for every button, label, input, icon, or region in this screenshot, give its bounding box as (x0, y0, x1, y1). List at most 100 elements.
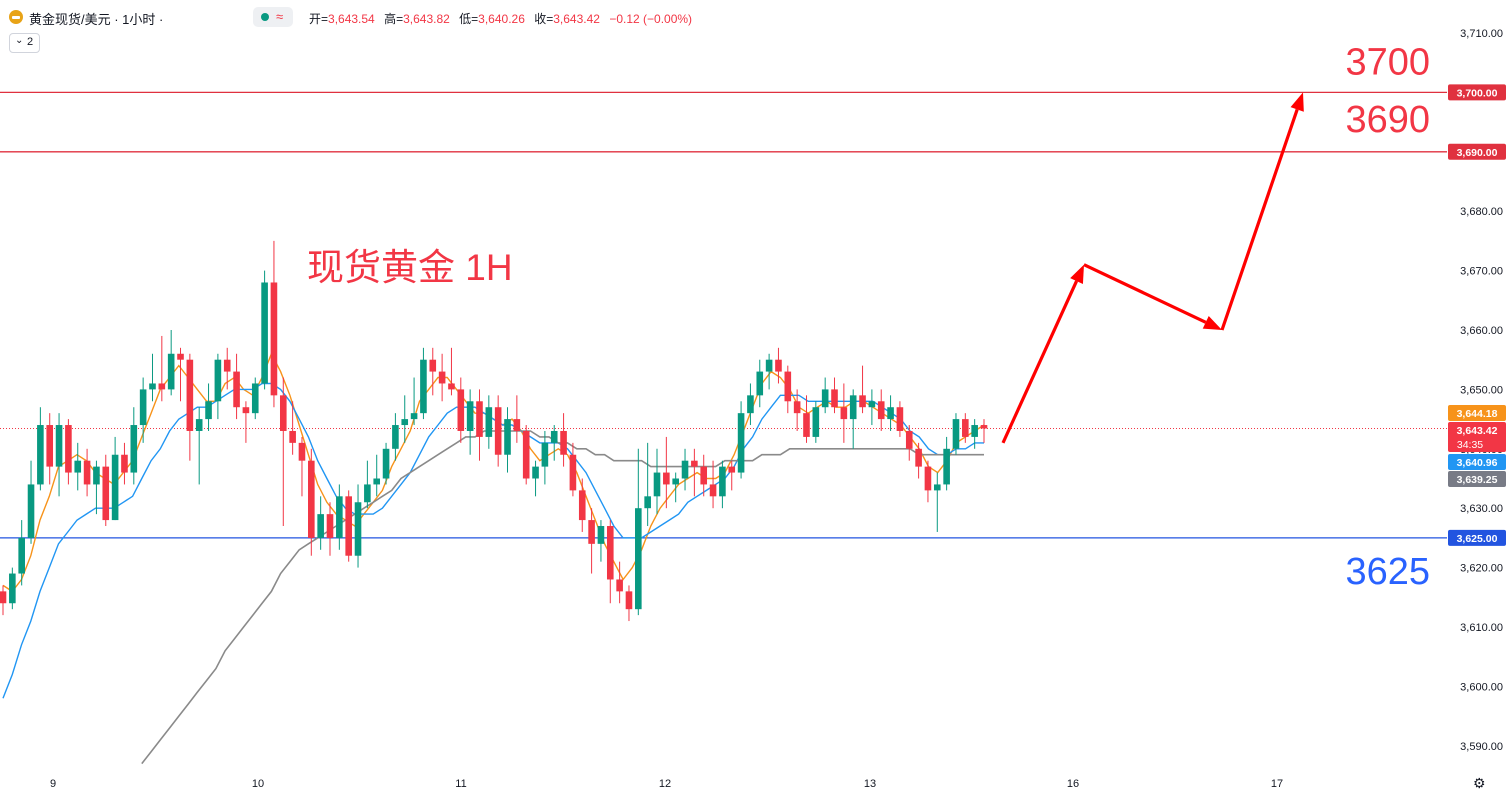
candle (448, 347, 455, 396)
x-tick-label: 17 (1271, 778, 1283, 790)
last-price-badge: 3,643.42 34:35 (1448, 422, 1506, 452)
candle-body (121, 454, 128, 473)
candle-body (438, 371, 446, 384)
candle (392, 413, 399, 461)
candle (345, 490, 352, 562)
candle-body (83, 460, 91, 485)
moving-averages (2, 352, 985, 765)
axis-badge-bg (1448, 84, 1506, 101)
candle-body (336, 496, 343, 538)
candle (223, 347, 231, 390)
candle (635, 448, 642, 616)
open-value: 3,643.54 (328, 12, 375, 26)
candle-body (251, 383, 259, 414)
candle-body (326, 514, 334, 538)
candle-body (354, 502, 362, 556)
candle (980, 419, 988, 443)
ohlc-readout: 开=3,643.54 高=3,643.82 低=3,640.26 收=3,643… (309, 10, 698, 27)
candle-body (130, 425, 138, 473)
candle-body (233, 371, 240, 408)
candle-body (905, 430, 913, 449)
candle-body (139, 389, 147, 426)
projection-arrow-shaft (1220, 108, 1299, 331)
level-labels: 3700 3690 3625 (1345, 41, 1430, 593)
candle (915, 442, 922, 479)
x-tick-label: 10 (252, 778, 264, 790)
candle-body (466, 401, 474, 431)
price-badge-text: 3,644.18 (1457, 408, 1498, 420)
candle (167, 330, 175, 396)
close-value: 3,643.42 (553, 12, 600, 26)
candle (532, 460, 539, 497)
candle-body (279, 395, 287, 431)
candle-body (46, 425, 54, 467)
candlesticks (0, 240, 988, 622)
moving-average-ma_mid (2, 382, 984, 699)
time-axis: 9 10 11 12 13 16 17 (50, 778, 1283, 790)
candle (270, 240, 278, 408)
candle (139, 377, 147, 443)
candle-body (9, 573, 16, 604)
candle (55, 413, 63, 497)
countdown-text: 34:35 (1457, 439, 1483, 451)
chart-title: 现货黄金 1H (307, 247, 513, 288)
candle (438, 353, 446, 402)
candle (373, 454, 381, 497)
projection-arrows (1001, 92, 1304, 444)
candle (700, 454, 708, 497)
candle (588, 508, 595, 574)
candle (653, 448, 661, 515)
candle (158, 335, 166, 402)
candle-body (943, 448, 950, 485)
y-tick-label: 3,710.00 (1460, 28, 1503, 40)
candle-body (980, 425, 988, 429)
candle (279, 377, 287, 527)
candle (149, 353, 156, 402)
candle (401, 395, 409, 443)
candle (261, 270, 268, 390)
candle-body (504, 419, 511, 455)
candle (952, 413, 960, 455)
price-badge-bg (1448, 471, 1506, 487)
collapse-indicators-button[interactable]: ⌄ 2 (9, 33, 40, 53)
indicator-toggle[interactable]: ≈ (253, 7, 293, 27)
candle-body (345, 496, 352, 556)
price-badge-bg (1448, 454, 1506, 470)
ma-mid-price-badge: 3,640.96 (1448, 454, 1506, 470)
candle (354, 484, 362, 568)
candle-body (0, 591, 7, 604)
candle-body (933, 484, 941, 491)
candle-body (625, 591, 633, 610)
candle (644, 442, 651, 527)
settings-icon[interactable]: ⚙ (1473, 775, 1486, 791)
projection-arrow-shaft (1001, 280, 1079, 444)
candle-body (887, 407, 894, 420)
candle-body (663, 472, 670, 485)
x-tick-label: 12 (659, 778, 671, 790)
chart-header: 黄金现货/美元 · 1小时 · ≈ 开=3,643.54 高=3,643.82 … (0, 0, 1000, 40)
candle-body (606, 526, 614, 580)
candle-body (709, 484, 717, 497)
candle-body (448, 383, 455, 390)
candle (606, 520, 614, 604)
candle (251, 377, 259, 420)
candle (18, 520, 25, 586)
candle (242, 401, 250, 443)
gold-icon[interactable] (9, 10, 23, 24)
candle (765, 353, 773, 390)
candle (513, 395, 521, 443)
candle-body (401, 419, 409, 426)
candle (569, 442, 577, 497)
candle (336, 484, 343, 550)
candle (672, 472, 679, 503)
candle-body (700, 466, 708, 485)
candle (317, 496, 324, 550)
candle-body (382, 448, 390, 479)
symbol-title[interactable]: 黄金现货/美元 · 1小时 · (29, 12, 164, 27)
projection-arrow-head (1290, 92, 1304, 112)
candle (83, 448, 91, 497)
candle (130, 407, 138, 485)
candle-body (532, 466, 539, 479)
candle (37, 407, 44, 491)
